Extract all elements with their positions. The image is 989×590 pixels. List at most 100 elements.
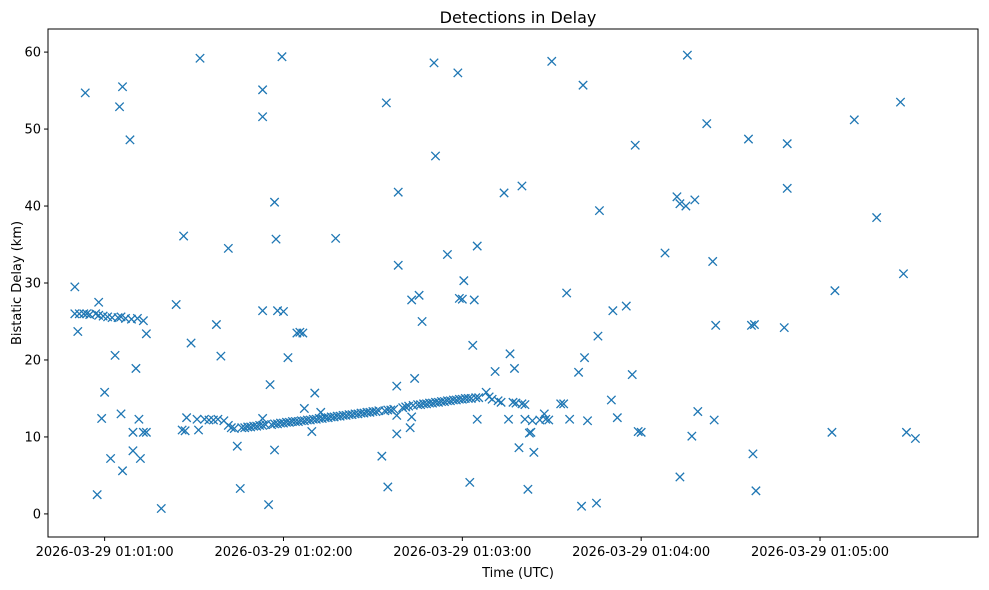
data-point xyxy=(582,416,593,426)
x-axis-label: Time (UTC) xyxy=(481,566,554,581)
data-point xyxy=(871,212,882,223)
data-point xyxy=(74,309,84,319)
data-point xyxy=(493,396,503,406)
data-point xyxy=(392,429,402,439)
data-point xyxy=(417,316,427,327)
data-point xyxy=(299,403,310,414)
data-point xyxy=(559,399,569,409)
data-point xyxy=(578,80,588,90)
data-point xyxy=(523,484,533,494)
data-point xyxy=(527,416,538,426)
data-point xyxy=(544,415,554,425)
data-point xyxy=(195,53,205,63)
data-point xyxy=(675,199,685,209)
data-point xyxy=(257,85,268,95)
data-point xyxy=(211,319,222,330)
data-point xyxy=(128,446,138,456)
x-tick-label: 2026-03-29 01:01:00 xyxy=(36,545,174,560)
data-point xyxy=(746,320,757,330)
data-point xyxy=(429,58,439,68)
data-point xyxy=(895,97,906,107)
data-point xyxy=(91,309,101,319)
data-point xyxy=(405,423,415,433)
data-point xyxy=(99,387,110,397)
x-axis: 2026-03-29 01:01:00 2026-03-29 01:02:00 20… xyxy=(36,537,889,560)
data-point xyxy=(453,68,463,78)
data-point xyxy=(517,181,527,191)
data-point xyxy=(263,500,274,510)
data-point xyxy=(573,367,584,377)
data-point xyxy=(269,445,280,455)
data-point xyxy=(383,482,393,492)
data-point xyxy=(849,115,859,125)
data-point xyxy=(82,309,92,319)
data-point xyxy=(283,353,293,363)
data-point xyxy=(377,451,387,461)
data-point xyxy=(371,406,381,417)
data-point xyxy=(468,340,478,351)
data-point xyxy=(503,414,514,424)
data-point xyxy=(232,441,242,451)
data-point xyxy=(278,306,289,317)
data-point xyxy=(181,413,192,423)
plot-area-frame xyxy=(47,28,979,538)
data-point xyxy=(749,319,760,330)
data-point xyxy=(612,413,622,423)
data-point xyxy=(73,326,83,337)
data-point xyxy=(593,331,603,341)
y-axis: 0 10 20 30 40 50 60 xyxy=(24,46,48,522)
data-point xyxy=(660,248,670,258)
data-point xyxy=(457,294,467,304)
data-point xyxy=(505,349,515,359)
data-point xyxy=(517,399,527,409)
data-point xyxy=(307,426,317,437)
data-point xyxy=(508,397,518,407)
data-point xyxy=(901,427,912,437)
data-point xyxy=(469,295,479,305)
data-point xyxy=(779,322,789,333)
data-point xyxy=(389,404,399,414)
data-point xyxy=(564,414,575,424)
data-point xyxy=(105,453,116,464)
x-tick-label: 2026-03-29 01:03:00 xyxy=(393,545,531,560)
data-point xyxy=(393,187,403,197)
data-point xyxy=(591,498,602,508)
y-tick-label: 20 xyxy=(24,353,41,368)
data-point xyxy=(474,393,484,403)
data-point xyxy=(406,412,417,422)
data-point xyxy=(529,447,539,457)
data-point xyxy=(192,414,202,424)
data-point xyxy=(547,56,557,66)
data-point xyxy=(401,402,411,412)
data-point xyxy=(257,306,268,316)
data-point xyxy=(621,301,631,311)
data-point xyxy=(898,269,909,279)
data-point xyxy=(116,409,126,419)
data-point xyxy=(471,393,481,403)
data-points xyxy=(70,50,921,514)
data-point xyxy=(672,192,682,202)
data-point xyxy=(257,420,268,431)
data-point xyxy=(96,413,107,424)
data-point xyxy=(156,503,166,514)
data-point xyxy=(910,433,921,444)
data-point xyxy=(539,409,549,419)
data-point xyxy=(576,501,587,511)
data-point xyxy=(213,414,223,424)
data-point xyxy=(257,413,268,424)
data-point xyxy=(265,379,275,390)
data-point xyxy=(70,282,80,292)
data-point xyxy=(141,427,152,437)
data-point xyxy=(487,394,497,404)
data-point xyxy=(204,415,214,425)
data-point xyxy=(392,381,402,391)
data-point xyxy=(409,373,420,384)
data-point xyxy=(708,256,718,267)
data-point xyxy=(630,140,640,150)
data-point xyxy=(125,135,135,145)
data-point xyxy=(257,112,268,122)
data-point xyxy=(229,423,239,434)
data-point xyxy=(193,425,204,435)
data-point xyxy=(135,453,146,464)
